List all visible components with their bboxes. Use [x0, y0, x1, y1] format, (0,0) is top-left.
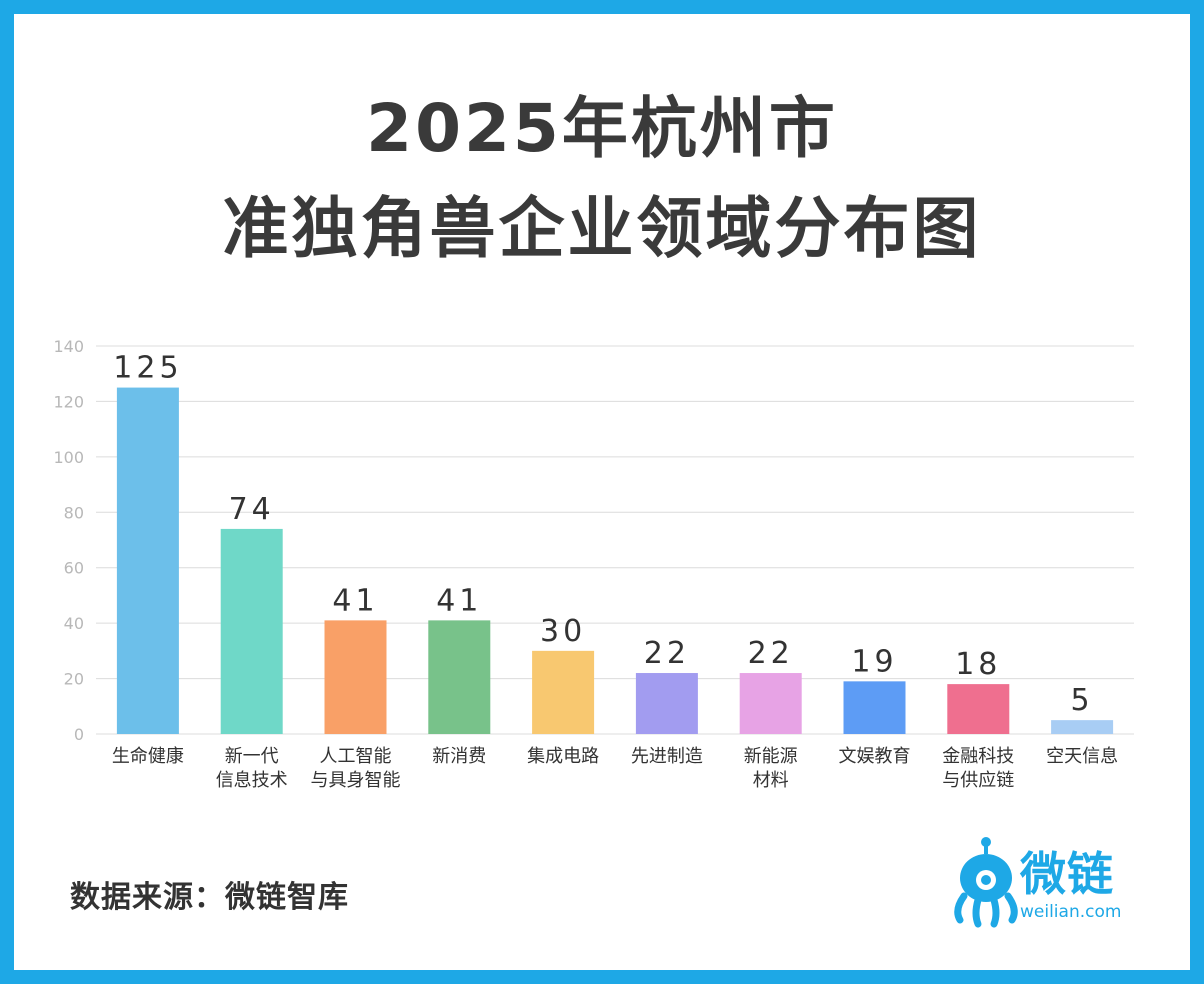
bar	[532, 650, 595, 734]
bar	[1051, 720, 1114, 734]
x-tick-label: 与具身智能	[311, 770, 401, 791]
x-tick-label: 与供应链	[942, 770, 1014, 791]
weilian-logo: 微链 weilian.com	[950, 830, 1160, 940]
y-tick-label: 20	[64, 670, 84, 689]
x-tick-label: 新一代	[225, 746, 279, 767]
y-tick-label: 0	[74, 725, 84, 744]
logo-url: weilian.com	[1020, 902, 1122, 922]
x-tick-label: 材料	[753, 770, 789, 791]
data-label: 19	[851, 644, 897, 679]
bar	[739, 673, 802, 734]
chart-card: 2025年杭州市 准独角兽企业领域分布图 0 20 40 60 80 100 120 140 1…	[14, 14, 1190, 970]
data-label: 5	[1071, 683, 1094, 718]
x-tick-label: 新消费	[432, 746, 486, 767]
chart-title-line1: 2025年杭州市	[366, 90, 838, 167]
data-label: 22	[748, 636, 794, 671]
data-label: 125	[113, 351, 182, 386]
x-tick-label: 文娱教育	[839, 746, 911, 767]
data-label: 74	[229, 492, 275, 527]
data-label: 41	[436, 583, 482, 618]
data-label: 18	[955, 647, 1001, 682]
y-tick-label: 80	[64, 503, 84, 522]
data-label: 22	[644, 636, 690, 671]
y-tick-label: 40	[64, 614, 84, 633]
chart-title-line2: 准独角兽企业领域分布图	[222, 190, 982, 267]
bar	[947, 684, 1010, 734]
bar	[116, 387, 179, 734]
bar	[428, 620, 491, 734]
logo-name: 微链	[1020, 847, 1114, 901]
x-tick-label: 集成电路	[527, 746, 599, 767]
x-tick-label: 先进制造	[631, 746, 703, 767]
bar	[843, 681, 906, 734]
x-tick-label: 新能源	[744, 746, 798, 767]
x-tick-label: 空天信息	[1046, 746, 1118, 767]
x-tick-label: 金融科技	[942, 746, 1014, 767]
bar	[635, 673, 698, 734]
x-tick-label: 生命健康	[112, 746, 184, 767]
y-tick-label: 140	[53, 337, 84, 356]
data-label: 41	[332, 583, 378, 618]
octopus-logo-icon	[954, 837, 1018, 928]
x-tick-label: 人工智能	[320, 746, 392, 767]
data-source: 数据来源：微链智库	[70, 880, 349, 915]
bar	[220, 528, 283, 734]
x-tick-label: 信息技术	[216, 770, 288, 791]
y-tick-label: 100	[53, 448, 84, 467]
y-tick-label: 120	[53, 392, 84, 411]
data-label: 30	[540, 614, 586, 649]
y-tick-label: 60	[64, 559, 84, 578]
bar	[324, 620, 387, 734]
